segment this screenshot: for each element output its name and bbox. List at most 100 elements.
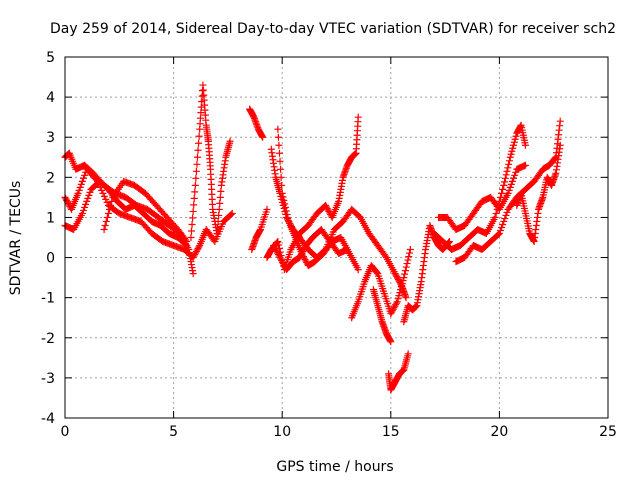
data-point [393, 299, 401, 307]
data-point [275, 252, 283, 260]
data-point [193, 160, 201, 168]
data-point [103, 198, 111, 206]
data-point [498, 189, 506, 197]
data-point [276, 254, 284, 262]
data-point [217, 187, 225, 195]
plot-points [61, 81, 564, 394]
data-point [402, 294, 410, 302]
data-point [275, 149, 283, 157]
data-point [354, 266, 362, 274]
data-point [343, 246, 351, 254]
x-tick-label: 25 [599, 424, 617, 440]
series-sat-track-12 [270, 225, 351, 274]
data-point [191, 251, 199, 259]
data-point [193, 246, 201, 254]
chart-title: Day 259 of 2014, Sidereal Day-to-day VTE… [50, 21, 616, 37]
data-point [393, 273, 401, 281]
data-point [388, 307, 396, 315]
data-point [62, 195, 70, 203]
data-point [213, 229, 221, 237]
data-point [405, 253, 413, 261]
data-point [512, 132, 520, 140]
data-point [499, 185, 507, 193]
data-point [276, 157, 284, 165]
data-point [228, 209, 236, 217]
x-tick-label: 20 [490, 424, 508, 440]
data-point [300, 246, 308, 254]
data-point [280, 196, 288, 204]
data-point [195, 132, 203, 140]
data-point [193, 153, 201, 161]
data-point [381, 252, 389, 260]
data-point [182, 236, 190, 244]
data-point [279, 193, 287, 201]
data-point [394, 274, 402, 282]
data-point [86, 188, 94, 196]
data-point [322, 203, 330, 211]
data-point [81, 203, 89, 211]
data-point [373, 269, 381, 277]
data-point [189, 270, 197, 278]
data-point [402, 263, 410, 271]
data-point [521, 141, 529, 149]
data-point [556, 141, 564, 149]
data-point [300, 245, 308, 253]
data-point [277, 165, 285, 173]
data-point [494, 230, 502, 238]
data-point [508, 177, 516, 185]
data-point [354, 113, 362, 121]
data-point [502, 211, 510, 219]
axes: 0 5 10 15 20 25 -4 -3 -2 -1 0 1 2 3 4 5 [41, 50, 617, 440]
data-point [392, 301, 400, 309]
data-point [101, 221, 109, 229]
data-point [274, 133, 282, 141]
data-point [505, 186, 513, 194]
data-point [400, 274, 408, 282]
data-point [510, 141, 518, 149]
series-sat-track-1 [61, 165, 236, 262]
x-tick-label: 10 [273, 424, 291, 440]
data-point [399, 277, 407, 285]
series-sat-track-4 [100, 177, 191, 246]
data-point [194, 245, 202, 253]
data-point [404, 350, 412, 358]
data-point [511, 171, 519, 179]
data-point [274, 125, 282, 133]
data-point [551, 154, 559, 162]
data-point [505, 160, 513, 168]
data-point [273, 248, 281, 256]
data-point [404, 256, 412, 264]
data-point [279, 260, 287, 268]
data-point [82, 200, 90, 208]
data-point [85, 191, 93, 199]
data-point [499, 220, 507, 228]
data-point [192, 174, 200, 182]
data-point [391, 270, 399, 278]
data-point [189, 214, 197, 222]
data-point [188, 220, 196, 228]
data-point [274, 249, 282, 257]
data-point [75, 186, 83, 194]
data-point [297, 251, 305, 259]
y-tick-label: 3 [46, 130, 55, 146]
data-point [323, 204, 331, 212]
data-point [277, 255, 285, 263]
data-point [278, 258, 286, 266]
data-point [296, 254, 304, 262]
data-point [324, 206, 332, 214]
series-sat-track-6 [204, 137, 234, 237]
data-point [502, 171, 510, 179]
data-point [103, 213, 111, 221]
data-point [226, 137, 234, 145]
data-point [189, 207, 197, 215]
data-point [98, 186, 106, 194]
data-point [78, 177, 86, 185]
data-point [388, 308, 396, 316]
data-point [492, 209, 500, 217]
grid [65, 57, 608, 418]
data-point [108, 197, 116, 205]
data-point [259, 133, 267, 141]
data-point [301, 256, 309, 264]
data-point [100, 192, 108, 200]
data-point [278, 181, 286, 189]
